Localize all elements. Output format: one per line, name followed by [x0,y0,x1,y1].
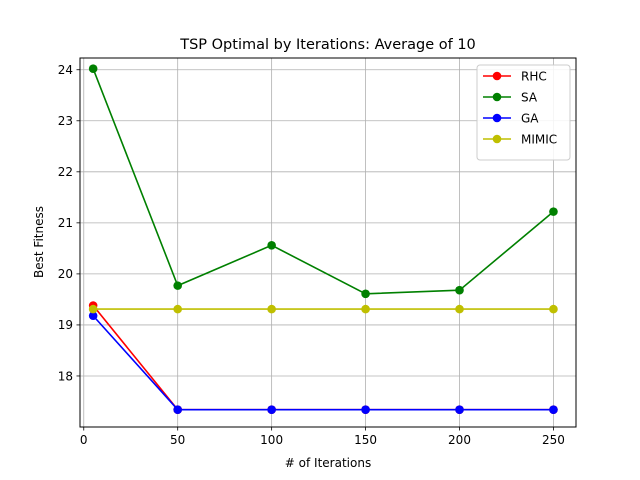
series-line-rhc [92,305,554,411]
axes: 0 50 100 150 200 250 18 19 20 21 22 23 24 [58,63,565,447]
legend-swatch-marker [492,71,502,81]
y-tick-label: 22 [58,165,73,179]
x-tick-label: 50 [170,433,185,447]
legend-label: GA [521,112,539,126]
data-point-mimic [173,304,182,314]
legend-label: SA [521,91,538,105]
x-tick-label: 250 [542,433,565,447]
x-tick-label: 0 [80,433,88,447]
data-point-ga [455,405,464,414]
data-point-mimic [267,304,276,314]
data-point-ga [361,405,370,414]
data-point-sa [361,289,370,299]
legend: RHC SA GA MIMIC [476,64,571,161]
y-tick-label: 20 [58,267,73,281]
legend-item-ga: GA [483,112,539,126]
data-point-ga [173,405,182,414]
chart-title: TSP Optimal by Iterations: Average of 10 [179,37,476,53]
legend-item-rhc: RHC [483,70,547,84]
series-line-sa [92,68,554,295]
data-point-mimic [455,304,464,314]
x-axis-label: # of Iterations [285,456,371,470]
series-sa [88,64,558,299]
x-tick-label: 150 [354,433,377,447]
series-mimic [88,304,558,314]
y-tick-label: 24 [58,63,73,77]
y-tick-label: 21 [58,216,73,230]
series-layer [88,64,558,414]
legend-swatch-marker [492,113,502,123]
series-rhc [88,301,558,414]
series-ga [88,311,558,414]
data-point-mimic [361,304,370,314]
data-point-ga [88,311,98,321]
legend-swatch-marker [492,92,502,102]
x-tick-label: 100 [260,433,283,447]
legend-label: RHC [521,70,547,84]
y-axis-label: Best Fitness [32,206,46,278]
data-point-ga [267,405,276,414]
y-tick-label: 19 [58,318,73,332]
legend-item-sa: SA [483,91,538,105]
plot-frame [79,57,577,428]
data-point-sa [267,241,276,250]
legend-label: MIMIC [521,133,557,147]
data-point-sa [88,64,98,74]
data-point-mimic [88,304,98,314]
y-tick-label: 23 [58,114,73,128]
x-tick-label: 200 [448,433,471,447]
data-point-mimic [549,304,558,314]
series-line-ga [92,315,554,411]
legend-item-mimic: MIMIC [483,133,557,147]
data-point-sa [173,281,182,290]
y-tick-label: 18 [58,369,73,383]
data-point-ga [549,405,558,414]
data-point-sa [455,285,464,295]
data-point-sa [549,207,558,216]
legend-swatch-marker [492,134,502,144]
